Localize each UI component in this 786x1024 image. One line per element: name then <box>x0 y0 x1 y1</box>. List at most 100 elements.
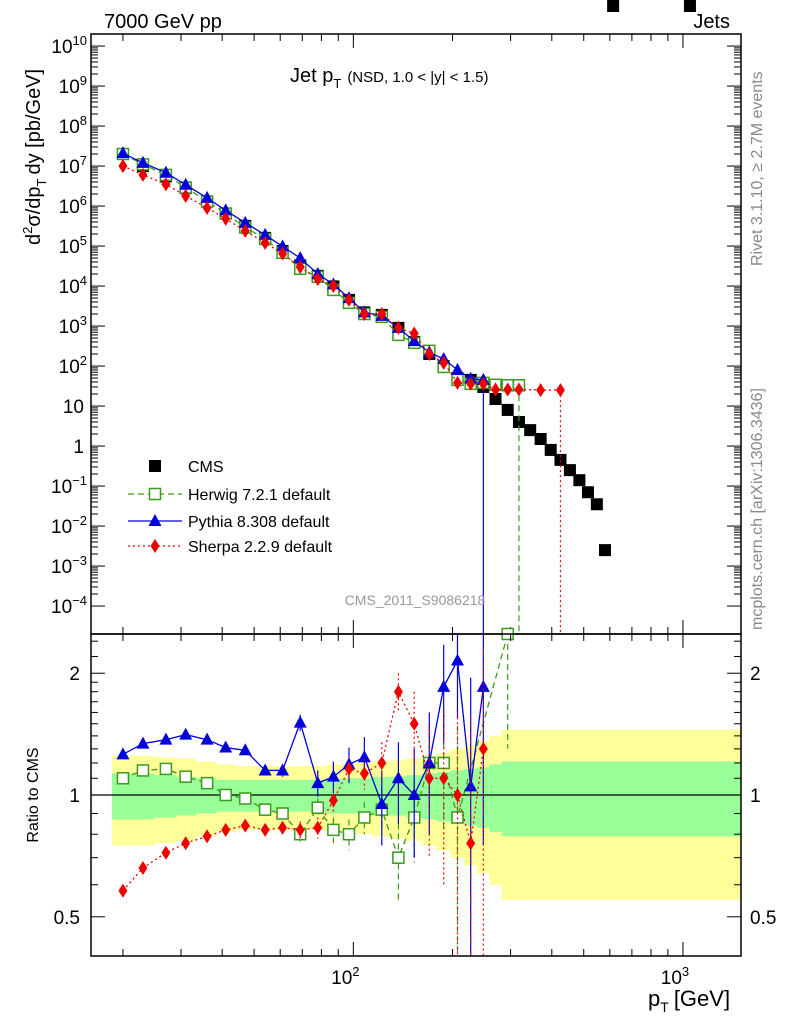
main-ytick-base-4: 1 <box>73 437 84 458</box>
ratio-ytick-label-2: 2 <box>69 664 80 685</box>
plot-title-sub: T <box>333 76 341 91</box>
main-ytick-base-11: 10 <box>59 157 80 178</box>
ratio-point-1-4 <box>200 732 214 745</box>
main-ytick-label-6: 102 <box>59 353 87 378</box>
ratio-point-2-6 <box>240 818 250 833</box>
main-point-0-31 <box>581 486 594 499</box>
main-ytick-label-0: 10−4 <box>51 593 87 618</box>
ratio-point-1-1 <box>136 736 150 749</box>
main-ytick-exp-14: 10 <box>73 33 87 48</box>
main-point-3-13 <box>359 307 369 321</box>
main-point-0-25 <box>524 424 537 437</box>
ratio-point-2-19 <box>452 788 462 802</box>
ratio-xtick-label-1: 103 <box>661 964 689 989</box>
ratio-point-2-10 <box>313 820 323 835</box>
main-point-2-0 <box>116 146 130 159</box>
main-point-2-7 <box>258 227 272 240</box>
main-ytick-base-10: 10 <box>59 197 80 218</box>
legend-marker-0 <box>149 460 161 472</box>
ratio-series-2 <box>118 648 488 956</box>
ratio-point-0-11 <box>327 823 340 837</box>
main-point-0-29 <box>563 464 576 477</box>
main-ytick-exp-12: 8 <box>80 113 87 128</box>
ratio-point-1-11 <box>326 769 340 782</box>
main-ytick-base-9: 10 <box>59 237 80 258</box>
main-ytick-exp-8: 4 <box>80 273 87 288</box>
ratio-point-1-0 <box>116 747 130 760</box>
ratio-point-1-10 <box>311 776 325 789</box>
main-series-1 <box>116 147 526 634</box>
main-point-3-18 <box>439 355 449 370</box>
ratio-point-0-8 <box>276 807 289 820</box>
main-plot-content <box>116 0 696 634</box>
main-point-3-14 <box>377 307 387 321</box>
main-series-line-3 <box>122 165 561 391</box>
main-point-2-6 <box>238 215 252 228</box>
ratio-xtick-base-1: 10 <box>661 968 682 989</box>
ylabel-sup: 2 <box>20 227 35 234</box>
mcplots-label: mcplots.cern.ch [arXiv:1306.3436] <box>749 388 766 630</box>
ratio-point-2-0 <box>118 883 128 898</box>
ratio-series-line-1 <box>122 658 485 806</box>
main-ytick-label-7: 103 <box>59 313 87 338</box>
ratio-series-1 <box>116 634 490 956</box>
header-right: Jets <box>693 11 730 33</box>
ratio-ytick-label-r-0: 0.5 <box>750 908 776 929</box>
main-ytick-base-7: 10 <box>59 317 80 338</box>
main-ytick-base-6: 10 <box>59 357 80 378</box>
ratio-point-0-7 <box>258 803 272 816</box>
ratio-point-0-4 <box>200 776 214 790</box>
main-ytick-label-13: 109 <box>59 73 87 98</box>
main-point-3-15 <box>393 320 403 335</box>
ratio-x-label: pT [GeV] <box>648 986 730 1015</box>
main-series-2 <box>116 146 490 634</box>
main-point-0-23 <box>501 403 514 416</box>
main-point-0-30 <box>573 474 586 487</box>
main-ytick-label-1: 10−3 <box>51 553 87 578</box>
ratio-point-1-8 <box>276 763 290 776</box>
main-ytick-base-1: 10 <box>51 557 72 578</box>
main-point-3-2 <box>161 177 171 192</box>
main-ytick-base-0: 10 <box>51 597 72 618</box>
main-ytick-exp-9: 5 <box>80 233 87 248</box>
main-ytick-label-3: 10−1 <box>51 473 87 498</box>
ratio-point-2-16 <box>409 716 419 731</box>
main-point-0-24 <box>512 415 525 428</box>
ratio-point-1-18 <box>437 679 451 692</box>
main-point-3-3 <box>181 188 191 203</box>
main-ytick-label-12: 108 <box>59 113 87 138</box>
ratio-plot-content <box>91 627 741 956</box>
ratio-band-inner <box>111 761 741 837</box>
main-axes: 10−410−310−210−1110102103104105106107108… <box>51 33 741 634</box>
ratio-point-0-5 <box>219 788 232 802</box>
main-point-3-4 <box>202 200 212 215</box>
ratio-point-1-7 <box>258 763 272 776</box>
ratio-point-2-17 <box>424 771 434 786</box>
main-ytick-label-10: 106 <box>59 193 87 218</box>
main-y-label: d2σ/dpTdy [pb/GeV] <box>20 69 49 245</box>
plot-title-main: Jet p <box>290 65 333 87</box>
ratio-point-2-5 <box>221 822 231 837</box>
ratio-point-0-15 <box>392 851 405 864</box>
ratio-point-0-6 <box>239 792 252 805</box>
main-point-2-9 <box>293 251 307 264</box>
ratio-point-1-14 <box>375 797 389 810</box>
xlabel-unit: [GeV] <box>674 986 730 1011</box>
main-point-2-8 <box>276 239 290 252</box>
main-point-0-28 <box>554 453 567 466</box>
main-point-3-6 <box>240 223 250 238</box>
legend-label-1: Herwig 7.2.1 default <box>188 487 331 504</box>
main-ytick-exp-10: 6 <box>80 193 87 208</box>
ratio-point-0-10 <box>311 801 325 815</box>
main-ytick-exp-1: −3 <box>72 553 87 568</box>
main-point-3-11 <box>328 279 338 294</box>
main-ytick-base-5: 10 <box>63 397 84 418</box>
main-point-2-5 <box>219 203 233 216</box>
ratio-point-2-15 <box>393 684 403 699</box>
main-point-3-8 <box>278 246 288 261</box>
ratio-point-2-8 <box>278 820 288 835</box>
main-point-3-19 <box>452 375 462 390</box>
main-point-3-24 <box>514 382 524 397</box>
